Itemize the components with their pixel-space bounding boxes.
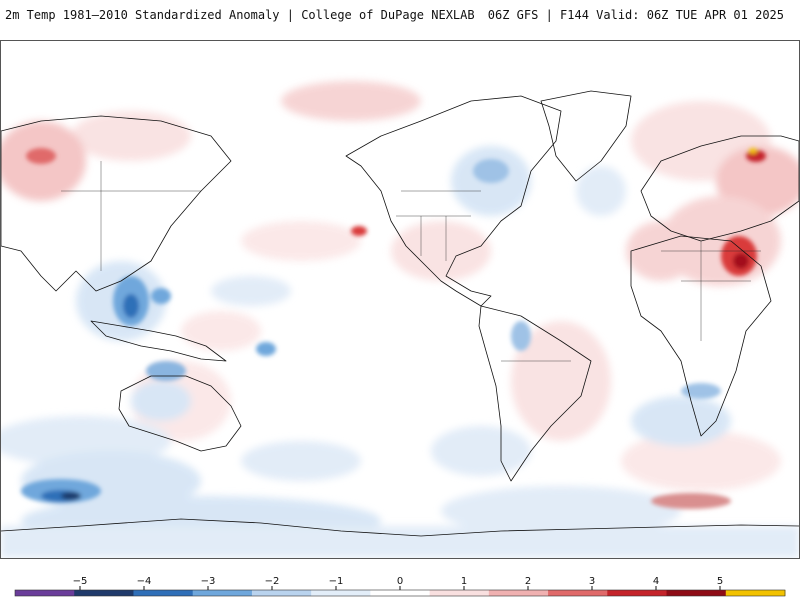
greenland-outline: [540, 90, 632, 182]
colorbar-segment: [311, 590, 371, 596]
colorbar-segment: [74, 590, 134, 596]
colorbar-segment: [666, 590, 727, 596]
colorbar-tick-label: 2: [524, 576, 532, 587]
colorbar-tick-label: 1: [460, 576, 468, 587]
colorbar-ticks: [79, 586, 721, 590]
colorbar-segment: [15, 590, 75, 596]
colorbar-tick-label: 4: [652, 576, 660, 587]
colorbar-tick-label: 5: [716, 576, 724, 587]
colorbar-canvas: [14, 586, 786, 597]
colorbar-tick-label: 3: [588, 576, 596, 587]
colorbar-segment: [429, 590, 490, 596]
map-title: 2m Temp 1981–2010 Standardized Anomaly |…: [5, 8, 475, 22]
header-bar: 2m Temp 1981–2010 Standardized Anomaly |…: [0, 0, 800, 30]
colorbar-segment: [192, 590, 253, 596]
borders: [61, 161, 761, 362]
africa-outline: [630, 235, 772, 437]
colorbar-segment: [725, 590, 786, 596]
antarctica-outline: [1, 518, 799, 537]
model-run-info: 06Z GFS | F144 Valid: 06Z TUE APR 01 202…: [487, 8, 784, 22]
colorbar-segment: [488, 590, 549, 596]
colorbar: [0, 570, 800, 600]
colorbar-tick-label: −5: [72, 576, 88, 587]
north-america-outline: [345, 95, 562, 307]
colorbar-tick-label: −3: [200, 576, 216, 587]
asia-outline: [1, 115, 232, 292]
colorbar-segment: [251, 590, 312, 596]
colorbar-segment: [548, 590, 608, 596]
colorbar-segments: [14, 589, 786, 597]
colorbar-segment: [370, 590, 431, 596]
anomaly-map: [0, 40, 800, 559]
europe-outline: [640, 135, 799, 242]
colorbar-segment: [133, 590, 194, 596]
colorbar-tick-label: −2: [264, 576, 280, 587]
south-america-outline: [478, 305, 592, 482]
map-canvas: [1, 81, 799, 558]
colorbar-tick-label: −4: [136, 576, 152, 587]
colorbar-tick-label: −1: [328, 576, 344, 587]
colorbar-segment: [607, 590, 668, 596]
coastlines: [1, 90, 799, 537]
anomaly-shading: [1, 81, 799, 558]
indonesia-outline: [90, 320, 227, 362]
anomaly-cores: [21, 148, 766, 509]
colorbar-tick-label: 0: [396, 576, 404, 587]
australia-outline: [118, 375, 242, 452]
